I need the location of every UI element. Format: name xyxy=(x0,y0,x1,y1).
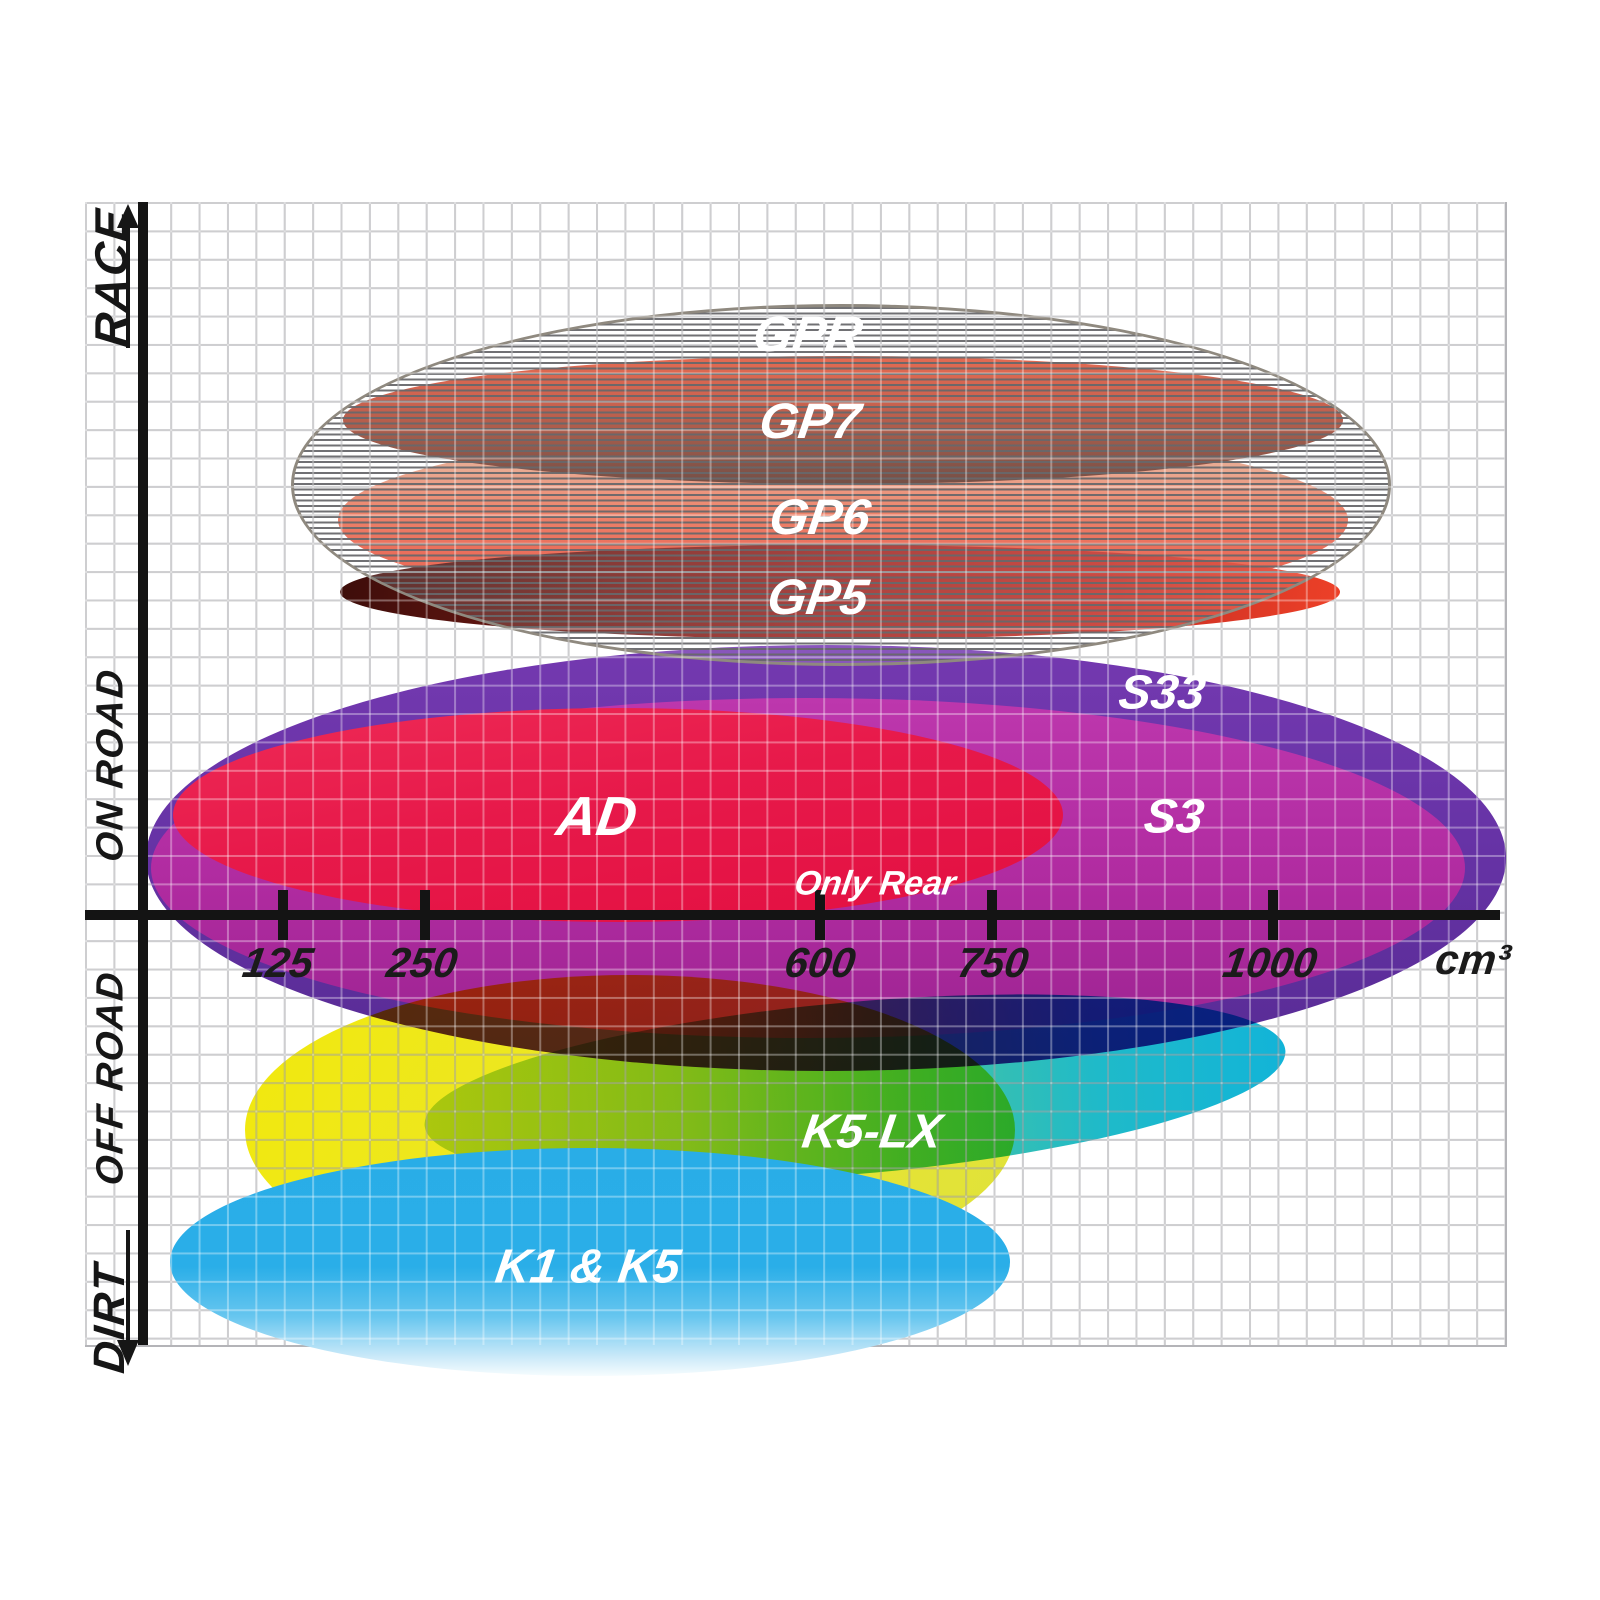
annotation-only-rear: Only Rear xyxy=(792,864,959,903)
band-label-off-road: OFF ROAD xyxy=(89,968,132,1188)
region-label-gpr: GPR xyxy=(749,306,867,362)
x-tick-1000 xyxy=(1268,890,1278,940)
region-label-k1k5: K1 & K5 xyxy=(492,1240,684,1294)
race-arrow-line xyxy=(126,225,130,348)
region-label-gp6: GP6 xyxy=(766,489,874,545)
x-tick-750 xyxy=(987,890,997,940)
region-label-s33: S33 xyxy=(1115,666,1209,720)
x-tick-label-125: 125 xyxy=(239,939,317,986)
band-label-on-road: ON ROAD xyxy=(89,666,132,864)
region-label-ad: AD xyxy=(552,785,642,847)
x-tick-label-1000: 1000 xyxy=(1220,939,1321,986)
x-axis-line xyxy=(85,910,1500,920)
x-tick-250 xyxy=(420,890,430,940)
x-tick-125 xyxy=(278,890,288,940)
x-tick-label-750: 750 xyxy=(954,939,1032,986)
x-axis-unit-label: cm³ xyxy=(1433,936,1513,983)
region-ellipse-gpr-hatched xyxy=(291,304,1391,666)
region-ellipse-k1k5 xyxy=(170,1148,1010,1376)
x-tick-label-600: 600 xyxy=(781,939,859,986)
region-label-s3: S3 xyxy=(1140,790,1208,844)
region-label-k5lx: K5-LX xyxy=(798,1105,946,1159)
x-tick-label-250: 250 xyxy=(383,939,461,986)
y-axis-line xyxy=(138,202,148,1345)
race-up-arrow-icon xyxy=(117,204,139,228)
dirt-down-arrow-icon xyxy=(117,1340,139,1366)
dirt-arrow-line xyxy=(126,1230,130,1342)
region-label-gp5: GP5 xyxy=(764,569,872,625)
x-tick-600 xyxy=(815,890,825,940)
region-label-gp7: GP7 xyxy=(756,393,864,449)
region-ellipse-ad xyxy=(173,708,1063,922)
